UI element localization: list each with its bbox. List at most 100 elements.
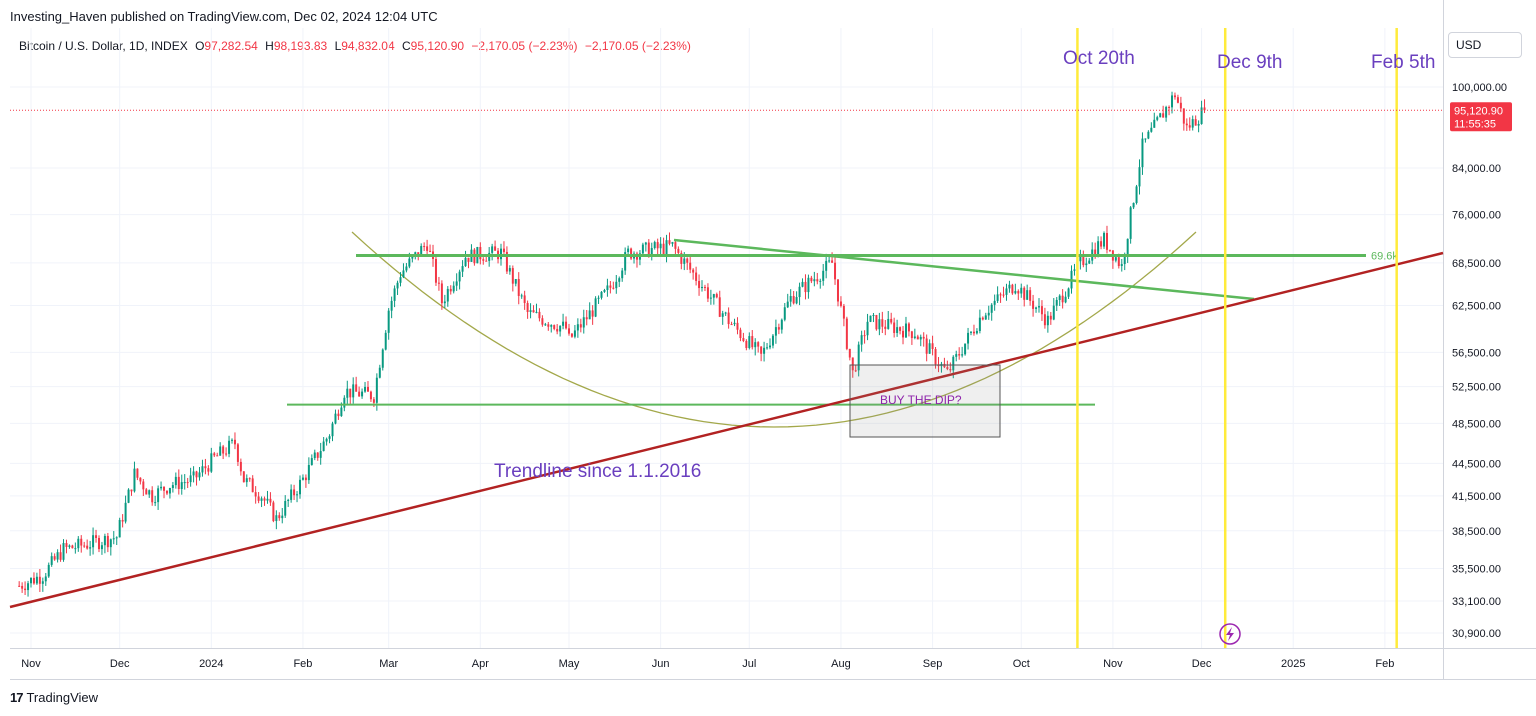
y-tick-label: 30,900.00 [1452, 628, 1501, 640]
candle-body [910, 331, 913, 339]
candle-body [680, 252, 683, 264]
candle-body [1171, 95, 1174, 108]
chart-grid [10, 28, 1443, 648]
candle-body [692, 269, 695, 273]
candle-body [56, 552, 59, 560]
candle-body [195, 471, 198, 478]
candle-body [364, 386, 367, 392]
candle-body [970, 331, 973, 333]
candle-body [890, 318, 893, 323]
candle-body [446, 288, 449, 302]
candle-body [1114, 257, 1117, 261]
candle-body [1126, 238, 1129, 256]
candle-body [222, 446, 225, 454]
oct20-label: Oct 20th [1063, 48, 1135, 69]
candle-body [662, 243, 665, 255]
candle-body [745, 340, 748, 349]
candle-body [961, 354, 964, 356]
candle-body [624, 252, 627, 271]
candle-body [686, 258, 689, 263]
candle-body [609, 285, 612, 288]
resistance-level-label: 69.6k [1371, 250, 1398, 262]
candle-body [399, 277, 402, 283]
currency-selector[interactable]: USD [1448, 32, 1522, 58]
tradingview-brand: TradingView [26, 690, 99, 705]
candles-layer [18, 91, 1206, 597]
candle-body [739, 329, 742, 339]
candle-body [290, 489, 293, 500]
candle-body [157, 488, 160, 503]
candle-body [467, 257, 470, 262]
candle-body [978, 317, 981, 331]
candle-body [233, 439, 236, 445]
y-tick-label: 44,500.00 [1452, 458, 1501, 470]
candle-body [343, 397, 346, 408]
candle-body [254, 492, 257, 497]
candle-body [701, 286, 704, 289]
candle-body [1008, 284, 1011, 289]
x-tick-label: Jun [652, 658, 670, 670]
candle-body [807, 277, 810, 293]
publisher-line: Investing_Haven published on TradingView… [10, 9, 438, 24]
candle-body [588, 310, 591, 320]
candle-body [275, 515, 278, 522]
buy-dip-box [849, 364, 1001, 438]
candle-body [151, 490, 154, 503]
candle-body [106, 535, 109, 548]
candle-body [946, 367, 949, 370]
candle-body [810, 277, 813, 282]
candle-body [95, 535, 98, 539]
candle-body [239, 461, 242, 472]
feb5-label: Feb 5th [1371, 52, 1435, 73]
candle-body [201, 466, 204, 473]
candle-body [124, 502, 127, 522]
candle-body [532, 310, 535, 313]
candle-body [1005, 288, 1008, 295]
candle-body [231, 439, 234, 441]
candle-body [340, 407, 343, 417]
candle-body [964, 343, 967, 355]
tradingview-logo[interactable]: 17 TradingView [10, 690, 98, 705]
candle-body [774, 327, 777, 336]
candle-body [387, 310, 390, 333]
candle-body [1168, 107, 1171, 109]
candle-body [975, 330, 978, 334]
candle-body [210, 453, 213, 472]
candle-body [1188, 125, 1191, 128]
candle-body [402, 270, 405, 278]
candle-body [381, 349, 384, 368]
candle-body [372, 399, 375, 403]
candle-body [405, 266, 408, 271]
candle-body [766, 347, 769, 349]
candle-body [281, 515, 284, 519]
candle-body [550, 325, 553, 327]
candle-body [819, 280, 822, 282]
candle-body [650, 248, 653, 257]
candle-body [27, 583, 30, 591]
candle-body [319, 451, 322, 458]
candle-body [207, 468, 210, 472]
symbol-name[interactable]: Bitcoin / U.S. Dollar, 1D, INDEX [19, 39, 188, 53]
candle-body [1147, 131, 1150, 139]
arc-layer [351, 231, 1197, 428]
candle-body [1185, 123, 1188, 126]
candle-body [287, 499, 290, 501]
open-value: 97,282.54 [204, 39, 258, 53]
candle-body [293, 489, 296, 496]
annotation-layer: Oct 20th Dec 9th Feb 5th Trendline since 1.… [494, 48, 1435, 645]
candle-body [248, 478, 251, 480]
candle-body [869, 315, 872, 322]
flash-icon[interactable] [1219, 623, 1241, 645]
candle-body [993, 300, 996, 305]
candle-body [538, 311, 541, 319]
candle-body [346, 388, 349, 398]
candle-body [213, 453, 216, 456]
candle-body [715, 294, 718, 298]
candle-body [698, 280, 701, 289]
candle-body [369, 391, 372, 400]
candle-body [1197, 123, 1200, 126]
candle-body [1040, 306, 1043, 315]
candle-body [411, 256, 414, 259]
y-tick-label: 84,000.00 [1452, 163, 1501, 175]
